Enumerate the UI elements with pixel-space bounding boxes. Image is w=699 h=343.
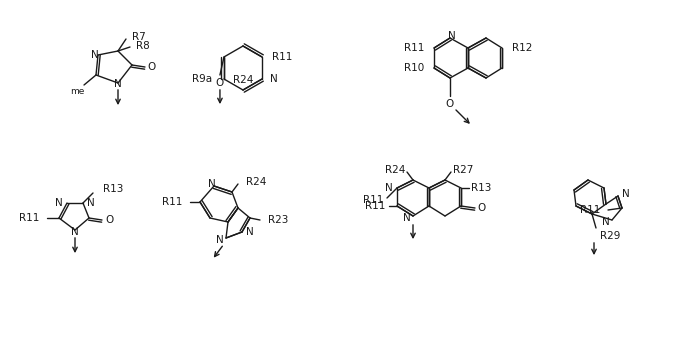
- Text: N: N: [270, 74, 278, 84]
- Text: R9a: R9a: [192, 74, 212, 84]
- Text: R13: R13: [471, 183, 491, 193]
- Text: N: N: [208, 179, 216, 189]
- Text: R24: R24: [384, 165, 405, 175]
- Text: R11: R11: [161, 197, 182, 207]
- Text: N: N: [448, 31, 456, 41]
- Text: N: N: [71, 227, 79, 237]
- Text: N: N: [87, 198, 95, 208]
- Text: R8: R8: [136, 41, 150, 51]
- Text: R11: R11: [403, 43, 424, 53]
- Text: R13: R13: [103, 184, 124, 194]
- Text: R29: R29: [600, 231, 621, 241]
- Text: R11: R11: [19, 213, 39, 223]
- Text: N: N: [216, 235, 224, 245]
- Text: N: N: [246, 227, 254, 237]
- Text: R24: R24: [233, 75, 253, 85]
- Text: R11: R11: [365, 201, 385, 211]
- Text: O: O: [477, 203, 485, 213]
- Text: R11: R11: [272, 52, 292, 62]
- Text: N: N: [385, 183, 393, 193]
- Text: N: N: [55, 198, 63, 208]
- Text: R24: R24: [246, 177, 266, 187]
- Text: R7: R7: [132, 32, 146, 42]
- Text: N: N: [91, 50, 99, 60]
- Text: N: N: [114, 79, 122, 89]
- Text: R27: R27: [453, 165, 473, 175]
- Text: R23: R23: [268, 215, 289, 225]
- Text: me: me: [70, 86, 84, 95]
- Text: R12: R12: [512, 43, 533, 53]
- Text: O: O: [105, 215, 113, 225]
- Text: O: O: [216, 78, 224, 88]
- Text: R11: R11: [363, 195, 383, 205]
- Text: R11: R11: [579, 205, 600, 215]
- Text: O: O: [446, 99, 454, 109]
- Text: N: N: [603, 217, 610, 227]
- Text: N: N: [622, 189, 630, 199]
- Text: R10: R10: [404, 63, 424, 73]
- Text: N: N: [403, 213, 411, 223]
- Text: O: O: [148, 62, 156, 72]
